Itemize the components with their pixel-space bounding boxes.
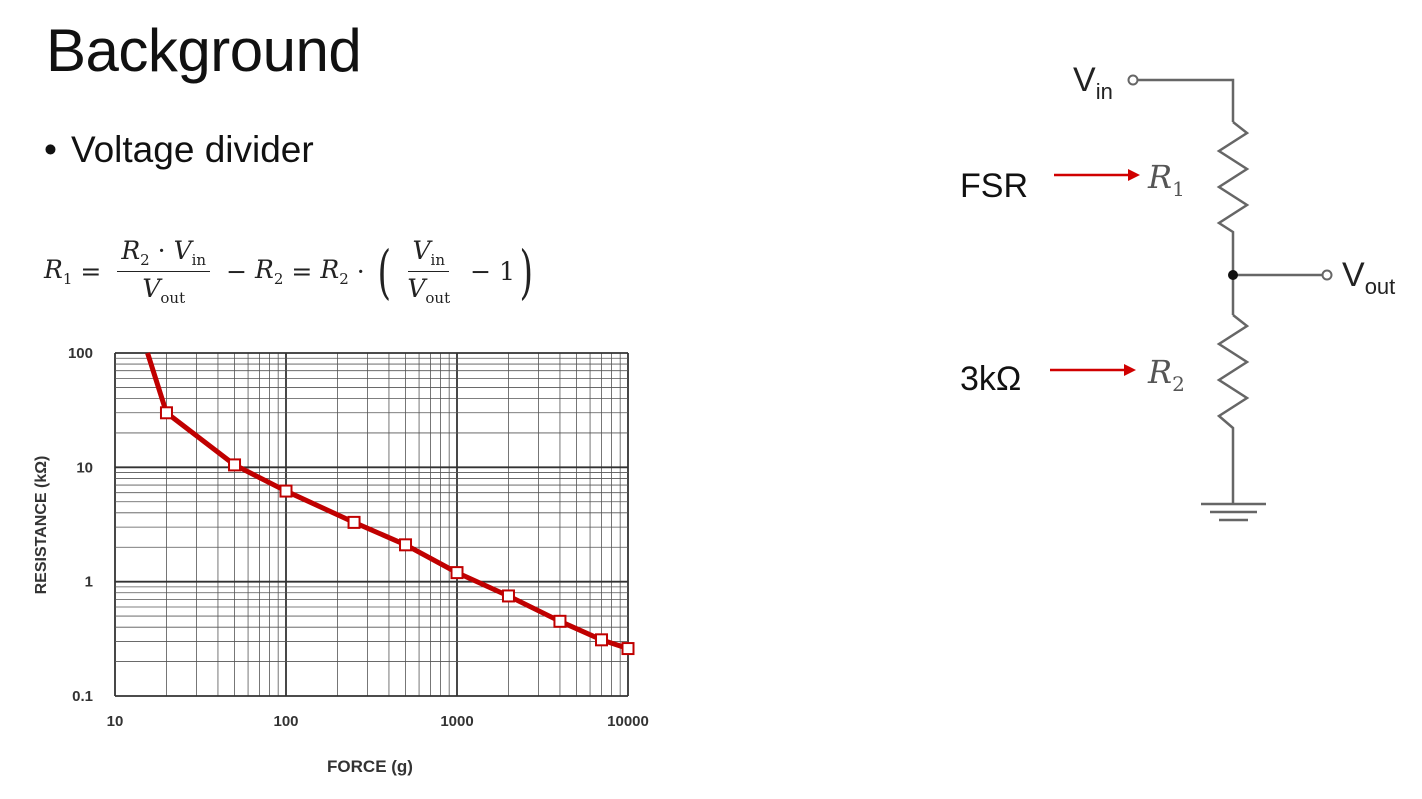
- formula-left-paren: (: [377, 237, 391, 306]
- data-point-marker: [159, 406, 173, 420]
- x-tick-label: 100: [273, 713, 298, 730]
- frac1-r2-sub: 2: [140, 251, 150, 269]
- frac1-vout-sub: out: [160, 289, 186, 307]
- y-axis-label: RESISTANCE (kΩ): [33, 456, 50, 595]
- data-point-marker: [595, 633, 609, 647]
- formula-equals: =: [80, 257, 102, 286]
- frac1-vin: V: [173, 236, 192, 265]
- chart-tick-labels: 10 100 1000 10000 0.1 1 10 100: [68, 345, 649, 730]
- vout-label: Vout: [1342, 256, 1395, 299]
- circuit-wires: [1137, 78, 1322, 522]
- frac1-vin-sub: in: [191, 251, 207, 269]
- data-point-marker: [501, 589, 515, 603]
- formula-minus: −: [226, 257, 248, 286]
- formula-fraction-2: Vin Vout: [403, 236, 454, 307]
- r2-value-label: 3kΩ: [960, 360, 1021, 398]
- frac2-vout: V: [407, 274, 426, 303]
- junction-node: [1228, 270, 1238, 280]
- fsr-resistance-chart: 10 100 1000 10000 0.1 1 10 100 FORCE (g) RESIST…: [33, 345, 649, 776]
- data-point-marker: [228, 458, 242, 472]
- frac1-dot: ·: [157, 236, 166, 265]
- data-point-marker: [553, 614, 567, 628]
- data-point-marker: [399, 538, 413, 552]
- data-point-marker: [621, 642, 635, 656]
- x-tick-label: 1000: [440, 713, 473, 730]
- formula-r1-sub: 1: [62, 270, 73, 288]
- formula-fraction-1: R2 · Vin Vout: [117, 236, 211, 307]
- y-tick-label: 0.1: [72, 688, 93, 705]
- formula-right-paren: ): [519, 237, 534, 306]
- formula-r2-sub: 2: [273, 270, 284, 288]
- vout-terminal: [1321, 269, 1333, 281]
- chart-grid: [114, 352, 629, 697]
- y-tick-label: 100: [68, 345, 93, 362]
- r2-resistor: [1216, 314, 1250, 504]
- chart-series: [145, 352, 635, 656]
- x-tick-label: 10000: [607, 713, 649, 730]
- bullet-marker: •: [44, 129, 57, 170]
- r2-arrow-icon: [1050, 364, 1136, 376]
- x-axis-label: FORCE (g): [327, 757, 413, 776]
- bullet-text: Voltage divider: [70, 129, 314, 170]
- vin-wire: [1137, 78, 1235, 122]
- y-tick-label: 10: [76, 459, 93, 476]
- series-line: [145, 352, 629, 651]
- frac2-vin-sub: in: [430, 251, 445, 269]
- data-point-marker: [450, 566, 464, 580]
- data-point-marker: [279, 484, 293, 498]
- slide-title: Background: [46, 17, 362, 84]
- formula-r1: R: [44, 255, 63, 284]
- formula-minus-2: −: [470, 257, 492, 286]
- vin-label: Vin: [1073, 61, 1113, 104]
- y-tick-label: 1: [85, 574, 93, 591]
- x-tick-label: 10: [107, 713, 124, 730]
- formula-one: 1: [499, 257, 515, 286]
- bullet-item: • Voltage divider: [44, 128, 314, 172]
- frac2-vout-sub: out: [425, 289, 451, 307]
- r1-resistor: [1216, 121, 1250, 315]
- formula-r2: R: [255, 255, 274, 284]
- ground-icon: [1201, 502, 1266, 522]
- frac2-vin: V: [412, 236, 431, 265]
- voltage-divider-formula: R1 = R2 · Vin Vout − R2 = R2 · ( Vin Vou…: [44, 236, 538, 307]
- formula-r2b: R: [320, 255, 340, 284]
- fsr-label: FSR: [960, 167, 1028, 205]
- frac1-r2: R: [121, 236, 141, 265]
- voltage-divider-circuit: Vin Vout R1 R2 FSR 3kΩ: [960, 61, 1395, 522]
- r1-label: R1: [1147, 158, 1185, 201]
- r2-label: R2: [1147, 353, 1185, 396]
- vin-terminal: [1127, 74, 1139, 86]
- formula-dot-2: ·: [356, 257, 365, 286]
- data-point-marker: [347, 515, 361, 529]
- fsr-arrow-icon: [1054, 169, 1140, 181]
- formula-r2b-sub: 2: [339, 270, 349, 288]
- formula-equals-2: =: [291, 257, 313, 286]
- frac1-vout: V: [142, 274, 161, 303]
